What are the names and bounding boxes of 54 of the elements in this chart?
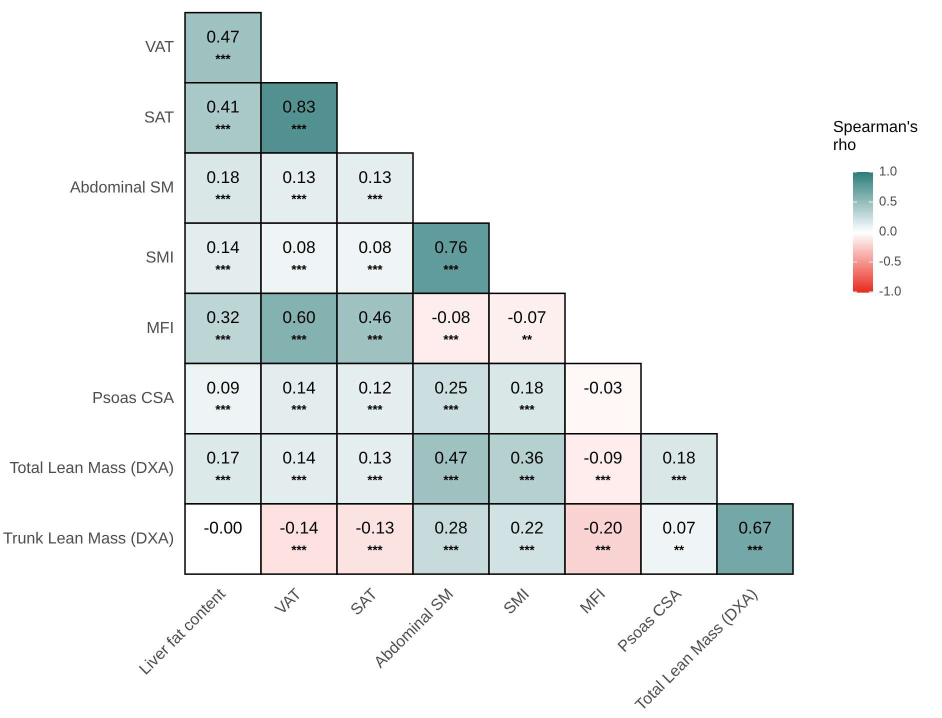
data-label: 0.83 *** — [282, 98, 316, 136]
data-label: 0.13 *** — [358, 168, 392, 207]
data-label: 0.76 *** — [434, 238, 468, 277]
data-label: 0.47 *** — [434, 448, 468, 488]
data-label: 0.08 *** — [282, 238, 316, 277]
x-tick-label: SMI — [500, 586, 533, 618]
data-label: 0.17 *** — [206, 448, 240, 488]
color-bar-label: 0.0 — [879, 224, 898, 239]
data-label: 0.08 *** — [358, 238, 392, 277]
data-label: 0.46 *** — [358, 308, 392, 348]
data-label: -0.14 *** — [280, 518, 318, 558]
y-tick-label: SAT — [144, 109, 174, 126]
y-tick-label: Psoas CSA — [92, 390, 174, 408]
color-bar-label: -1.0 — [879, 284, 902, 299]
y-tick-label: Trunk Lean Mass (DXA) — [3, 530, 174, 548]
color-bar-label: 1.0 — [879, 164, 898, 179]
y-tick-label: Total Lean Mass (DXA) — [10, 460, 174, 478]
data-label: 0.32 *** — [206, 308, 240, 348]
data-label: -0.07 ** — [508, 308, 546, 348]
data-label: 0.18 *** — [206, 168, 240, 207]
data-label: -0.09 *** — [584, 448, 622, 488]
data-label: 0.18 *** — [510, 378, 544, 418]
x-tick-label: MFI — [577, 586, 609, 618]
x-tick-label: SAT — [348, 586, 382, 619]
color-bar-label: 0.5 — [879, 194, 898, 209]
y-tick-label: MFI — [146, 320, 174, 337]
data-label: 0.36 *** — [510, 448, 544, 488]
data-label: 0.60 *** — [282, 308, 316, 348]
data-label: -0.00 — [204, 518, 242, 538]
data-label: -0.13 *** — [356, 518, 394, 558]
data-label: 0.13 *** — [282, 168, 316, 207]
data-label: 0.41 *** — [206, 98, 240, 136]
data-label: 0.14 *** — [282, 378, 316, 418]
data-label: 0.47 *** — [206, 27, 240, 66]
data-label: 0.12 *** — [358, 378, 392, 418]
color-bar-title: Spearman's rho — [833, 119, 918, 154]
color-bar-label: -0.5 — [879, 254, 902, 269]
y-tick-label: SMI — [146, 250, 174, 267]
data-label: -0.08 *** — [432, 308, 470, 348]
data-label: 0.67 *** — [738, 518, 772, 558]
data-label: -0.20 *** — [584, 518, 622, 558]
data-label: 0.18 *** — [662, 448, 696, 488]
x-tick-label: VAT — [272, 586, 306, 618]
data-label: 0.13 *** — [358, 448, 392, 488]
y-tick-label: VAT — [145, 39, 174, 56]
data-label: 0.09 *** — [206, 378, 240, 418]
data-label: 0.14 *** — [206, 238, 240, 277]
data-label: 0.22 *** — [510, 518, 544, 558]
data-label: -0.03 — [584, 378, 622, 398]
y-tick-label: Abdominal SM — [70, 179, 174, 196]
data-label: 0.25 *** — [434, 378, 468, 418]
data-label: 0.28 *** — [434, 518, 468, 558]
data-label: 0.14 *** — [282, 448, 316, 488]
data-label: 0.07 ** — [662, 518, 696, 558]
